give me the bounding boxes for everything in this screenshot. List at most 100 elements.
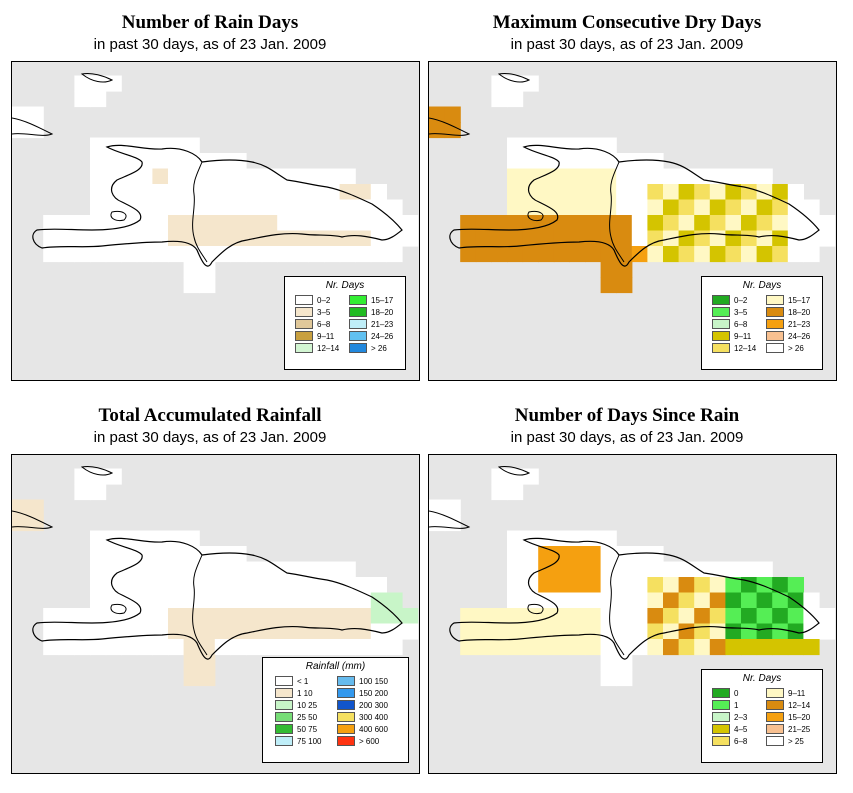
legend-swatch — [295, 331, 313, 341]
grid-cell — [600, 546, 617, 563]
grid-cell — [183, 246, 200, 263]
grid-cell — [522, 215, 539, 232]
grid-cell — [292, 623, 309, 640]
grid-cell — [74, 623, 91, 640]
grid-cell — [585, 168, 602, 185]
grid-cell — [324, 608, 341, 625]
grid-cell — [678, 230, 695, 247]
grid-cell — [725, 623, 742, 640]
grid-cell — [355, 592, 372, 609]
grid-cell — [183, 530, 200, 547]
grid-cell — [709, 561, 726, 578]
grid-cell — [355, 246, 372, 263]
grid-cell — [355, 215, 372, 232]
grid-cell — [491, 608, 508, 625]
grid-cell — [663, 592, 680, 609]
grid-cell — [355, 199, 372, 216]
panel-title: Number of Days Since Rain — [514, 405, 740, 426]
grid-cell — [694, 184, 711, 201]
legend-label: 150 200 — [359, 688, 388, 698]
legend: Nr. Days 0–2 3–5 6–8 9–11 12–14 15–17 18–20 21–… — [284, 276, 406, 370]
grid-cell — [74, 230, 91, 247]
grid-cell — [585, 153, 602, 170]
grid-cell — [756, 577, 773, 594]
grid-cell — [600, 623, 617, 640]
grid-cell — [585, 561, 602, 578]
grid-cell — [168, 168, 185, 185]
grid-cell — [741, 199, 758, 216]
grid-cell — [121, 246, 138, 263]
legend-swatch — [766, 319, 784, 329]
grid-cell — [678, 639, 695, 656]
grid-cell — [616, 608, 633, 625]
island-outline — [80, 466, 114, 476]
grid-cell — [308, 623, 325, 640]
grid-cell — [386, 592, 403, 609]
grid-cell — [136, 199, 153, 216]
grid-cell — [553, 530, 570, 547]
grid-cell — [199, 577, 216, 594]
grid-cell — [199, 623, 216, 640]
grid-cell — [152, 230, 169, 247]
legend: Rainfall (mm) < 1 1 10 10 25 25 50 50 75 75 1… — [262, 657, 409, 763]
grid-cell — [756, 246, 773, 263]
grid-cell — [90, 168, 107, 185]
grid-cell — [787, 577, 804, 594]
grid-cell — [475, 623, 492, 640]
grid-cell — [569, 246, 586, 263]
grid-cell — [507, 153, 524, 170]
grid-cell — [507, 592, 524, 609]
grid-cell — [741, 168, 758, 185]
grid-cell — [90, 137, 107, 154]
grid-cell — [678, 561, 695, 578]
grid-cell — [386, 230, 403, 247]
grid-cell — [183, 639, 200, 656]
grid-cell — [90, 623, 107, 640]
grid-cell — [152, 215, 169, 232]
island-outline — [80, 73, 114, 83]
grid-cell — [230, 230, 247, 247]
grid-cell — [277, 168, 294, 185]
legend-item: 100 150 — [337, 676, 388, 686]
grid-cell — [308, 168, 325, 185]
grid-cell — [230, 199, 247, 216]
grid-cell — [709, 246, 726, 263]
grid-cell — [43, 230, 60, 247]
lake-outline — [527, 211, 544, 221]
grid-cell — [460, 246, 477, 263]
grid-cell — [709, 184, 726, 201]
grid-cell — [74, 246, 91, 263]
grid-cell — [74, 484, 91, 501]
legend-item: 2–3 — [712, 712, 747, 722]
grid-cell — [230, 623, 247, 640]
grid-cell — [90, 592, 107, 609]
legend-label: 3–5 — [734, 307, 748, 317]
grid-cell — [261, 168, 278, 185]
grid-cell — [803, 199, 820, 216]
grid-cell — [772, 230, 789, 247]
grid-cell — [522, 468, 539, 485]
grid-cell — [370, 577, 387, 594]
legend-label: 6–8 — [734, 736, 748, 746]
grid-cell — [522, 592, 539, 609]
grid-cell — [647, 246, 664, 263]
legend-item: 150 200 — [337, 688, 388, 698]
grid-cell — [585, 199, 602, 216]
grid-cell — [90, 530, 107, 547]
grid-cell — [678, 199, 695, 216]
legend-label: 12–14 — [734, 343, 757, 353]
legend-item: 0–2 — [295, 295, 330, 305]
grid-cell — [261, 215, 278, 232]
grid-cell — [339, 561, 356, 578]
grid-cell — [491, 484, 508, 501]
grid-cell — [694, 199, 711, 216]
grid-cell — [339, 168, 356, 185]
legend-label: 1 10 — [297, 688, 313, 698]
grid-cell — [507, 199, 524, 216]
grid-cell — [370, 246, 387, 263]
grid-cell — [136, 153, 153, 170]
grid-cell — [600, 592, 617, 609]
grid-cell — [538, 246, 555, 263]
grid-cell — [647, 623, 664, 640]
legend-item: 6–8 — [712, 736, 747, 746]
